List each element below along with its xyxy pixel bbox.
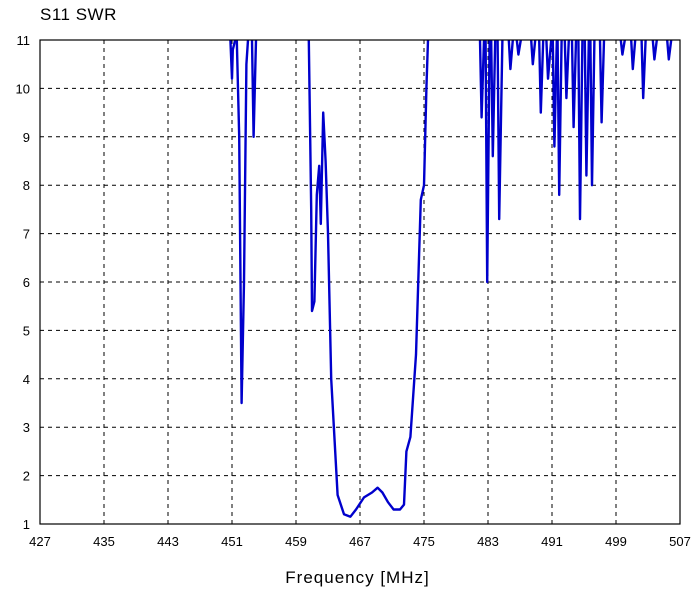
grid [40,40,680,524]
y-tick-label: 9 [23,130,30,145]
series-line-segment [640,39,647,100]
series-line-segment [530,39,537,66]
plot-frame [39,39,681,525]
series-line-segment [235,39,250,405]
series-line-segment [589,39,596,187]
x-axis-label: Frequency [MHz] [285,568,430,587]
series-line-segment [651,39,658,61]
y-tick-label: 3 [23,420,30,435]
series-line-segment [630,39,637,71]
series-line-segment [563,39,570,100]
series-line-segment [666,39,673,61]
chart-title: S11 SWR [40,5,117,24]
x-tick-label: 507 [669,534,691,549]
x-tick-label: 499 [605,534,627,549]
series-line-segment [598,39,606,124]
series-line-segment [307,39,430,518]
x-tick-label: 427 [29,534,51,549]
y-tick-label: 7 [23,227,30,242]
x-tick-label: 475 [413,534,435,549]
y-tick-label: 11 [17,33,31,48]
y-tick-label: 5 [23,323,30,338]
series-line-segment [577,39,584,221]
series-line-segment [619,39,626,56]
y-tick-label: 6 [23,275,30,290]
series-line-segment [545,39,553,80]
series-line-segment [583,39,590,177]
series-line-segment [515,39,522,56]
tick-labels: 427 435 443 451 459 467 475 483 491 499 507 1 2 3 4 5 6 7… [16,33,691,549]
series-line-segment [496,39,504,221]
series-line-segment [570,39,578,129]
series-line-segment [556,39,563,197]
series-line-segment [484,39,491,284]
x-tick-label: 459 [285,534,307,549]
y-tick-label: 4 [23,372,30,387]
series-line-segment [229,39,237,80]
series-line-segment [551,39,558,148]
series-line-segment [478,39,486,119]
y-tick-label: 2 [23,469,30,484]
series-line-segment [490,39,497,158]
y-tick-label: 8 [23,178,30,193]
x-tick-label: 435 [93,534,115,549]
y-tick-label: 10 [16,81,30,96]
series-line-segment [538,39,545,114]
x-tick-label: 491 [541,534,563,549]
x-tick-label: 443 [157,534,179,549]
x-tick-label: 467 [349,534,371,549]
series-line-segment [250,39,258,139]
swr-series [229,39,673,518]
y-tick-label: 1 [23,517,30,532]
x-tick-label: 451 [221,534,243,549]
series-line-segment [507,39,514,71]
x-tick-label: 483 [477,534,499,549]
